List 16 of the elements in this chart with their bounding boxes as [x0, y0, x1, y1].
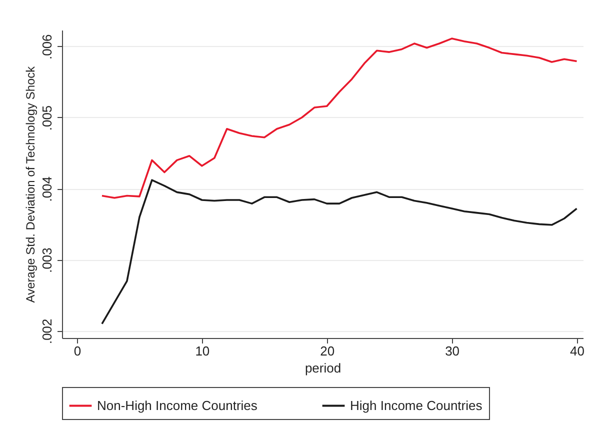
- y-axis-title: Average Std. Deviation of Technology Shock: [24, 65, 38, 303]
- line-series: [101, 38, 578, 199]
- x-tick-label: 40: [570, 344, 584, 358]
- y-tick-label: .004: [40, 176, 54, 202]
- x-axis-title: period: [304, 360, 342, 376]
- y-tick-label: .006: [40, 34, 54, 60]
- y-tick-label: .003: [40, 248, 54, 273]
- x-tick-label: 10: [195, 344, 210, 358]
- x-tick-label: 30: [445, 344, 460, 358]
- y-tick-label: .005: [40, 105, 54, 131]
- y-tick-label: .002: [40, 318, 54, 344]
- legend-label: High Income Countries: [350, 398, 483, 413]
- legend-label: Non-High Income Countries: [97, 398, 258, 413]
- x-tick-label: 20: [320, 344, 335, 358]
- x-tick-label: 0: [74, 344, 82, 358]
- line-series: [101, 179, 578, 325]
